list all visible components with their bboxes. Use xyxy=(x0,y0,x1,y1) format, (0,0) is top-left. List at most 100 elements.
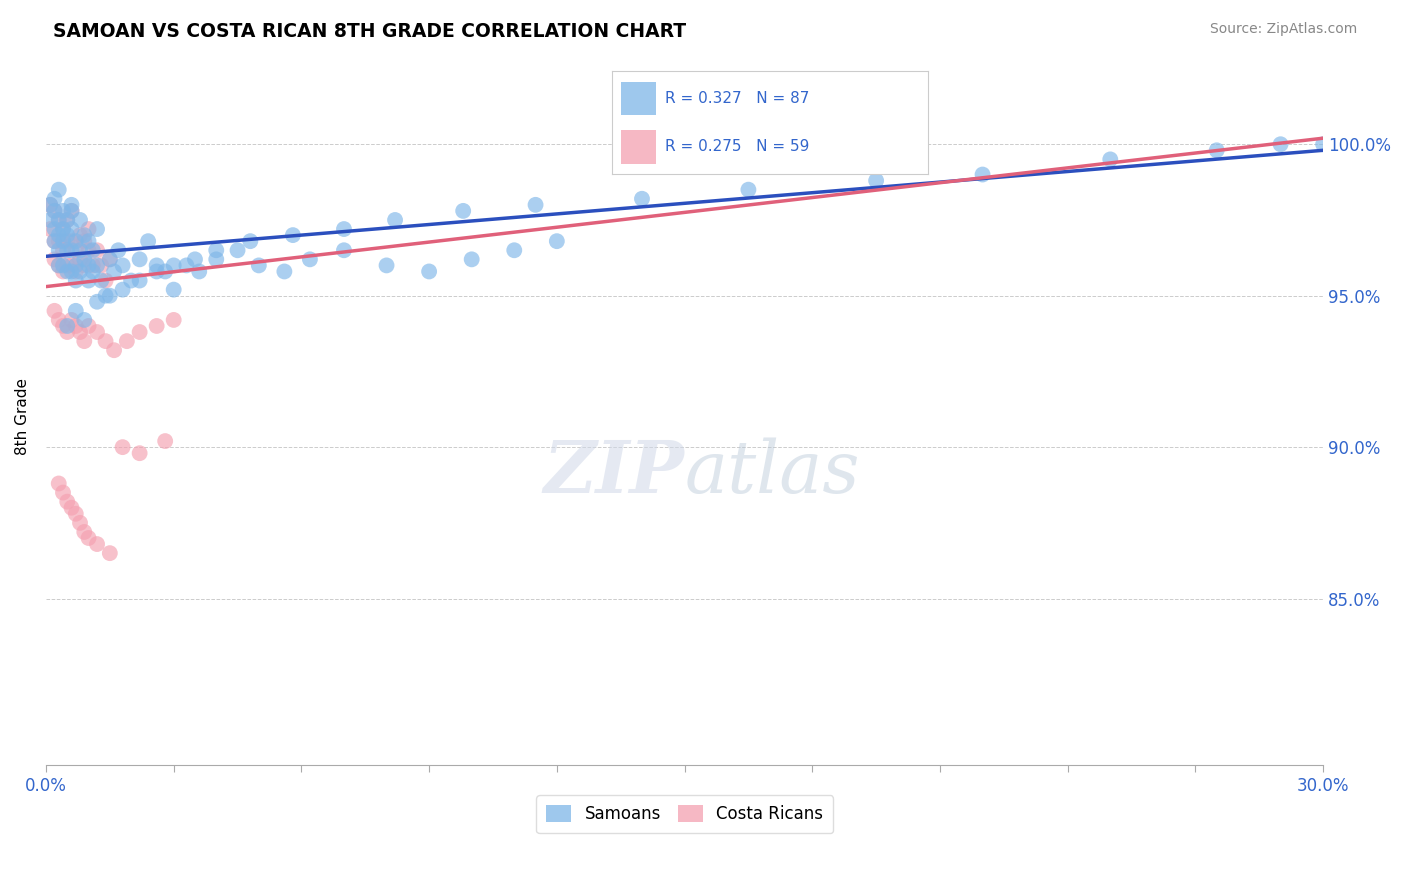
Point xyxy=(44,203,66,218)
Text: atlas: atlas xyxy=(685,437,860,508)
Point xyxy=(73,313,96,327)
Point xyxy=(77,274,100,288)
Point xyxy=(52,318,75,333)
Point xyxy=(65,507,87,521)
Point xyxy=(281,228,304,243)
Point xyxy=(86,325,108,339)
Point xyxy=(44,192,66,206)
Point xyxy=(128,325,150,339)
Point xyxy=(77,259,100,273)
Point xyxy=(103,264,125,278)
Point xyxy=(145,318,167,333)
Point xyxy=(48,183,70,197)
Point xyxy=(503,244,526,258)
Text: R = 0.275   N = 59: R = 0.275 N = 59 xyxy=(665,139,810,154)
Point xyxy=(205,252,228,267)
Point xyxy=(39,198,62,212)
Point xyxy=(120,274,142,288)
Point xyxy=(77,531,100,545)
Point xyxy=(111,283,134,297)
Point xyxy=(86,259,108,273)
Point xyxy=(52,244,75,258)
Point xyxy=(98,252,121,267)
Point xyxy=(176,259,198,273)
Point xyxy=(56,259,79,273)
Point xyxy=(44,203,66,218)
Point xyxy=(1205,143,1227,157)
Point xyxy=(1312,137,1334,152)
Point xyxy=(73,228,96,243)
Point xyxy=(56,264,79,278)
Point xyxy=(94,274,117,288)
Point xyxy=(73,234,96,248)
Point xyxy=(111,440,134,454)
Point xyxy=(145,259,167,273)
Point xyxy=(69,325,91,339)
Point xyxy=(273,264,295,278)
Point xyxy=(77,222,100,236)
Point xyxy=(56,213,79,227)
Point xyxy=(86,294,108,309)
Point xyxy=(128,274,150,288)
Point xyxy=(73,259,96,273)
Point xyxy=(418,264,440,278)
Point xyxy=(65,244,87,258)
Point xyxy=(60,264,83,278)
Point xyxy=(52,222,75,236)
Point xyxy=(77,234,100,248)
Point xyxy=(48,476,70,491)
Point xyxy=(737,183,759,197)
Point xyxy=(115,334,138,348)
Point xyxy=(48,259,70,273)
Point xyxy=(333,244,356,258)
Point xyxy=(48,213,70,227)
Point xyxy=(103,343,125,358)
Point xyxy=(44,252,66,267)
Y-axis label: 8th Grade: 8th Grade xyxy=(15,378,30,455)
Point xyxy=(77,244,100,258)
Point xyxy=(77,318,100,333)
Point xyxy=(39,198,62,212)
Point xyxy=(48,259,70,273)
Point xyxy=(153,264,176,278)
Text: SAMOAN VS COSTA RICAN 8TH GRADE CORRELATION CHART: SAMOAN VS COSTA RICAN 8TH GRADE CORRELAT… xyxy=(53,22,686,41)
Point xyxy=(86,222,108,236)
Point xyxy=(56,325,79,339)
Point xyxy=(65,318,87,333)
Point xyxy=(90,259,112,273)
Text: ZIP: ZIP xyxy=(544,437,685,508)
Point xyxy=(39,213,62,227)
Point xyxy=(86,244,108,258)
Point xyxy=(52,264,75,278)
Point xyxy=(52,259,75,273)
Point xyxy=(163,283,186,297)
Point xyxy=(44,222,66,236)
Point xyxy=(98,546,121,560)
Point xyxy=(136,234,159,248)
Point xyxy=(98,252,121,267)
Point xyxy=(44,234,66,248)
Text: R = 0.327   N = 87: R = 0.327 N = 87 xyxy=(665,91,810,106)
Point xyxy=(98,288,121,302)
Bar xyxy=(621,130,655,163)
Point xyxy=(56,228,79,243)
Point xyxy=(65,303,87,318)
Point xyxy=(60,259,83,273)
Point xyxy=(82,244,104,258)
Point xyxy=(153,434,176,448)
Point xyxy=(56,318,79,333)
Point xyxy=(128,252,150,267)
Point xyxy=(69,213,91,227)
Point xyxy=(65,234,87,248)
Point xyxy=(972,168,994,182)
Point xyxy=(333,222,356,236)
Point xyxy=(60,244,83,258)
Point xyxy=(52,222,75,236)
Point xyxy=(546,234,568,248)
Point xyxy=(184,252,207,267)
Point xyxy=(73,252,96,267)
Bar xyxy=(621,81,655,115)
Point xyxy=(90,274,112,288)
Point xyxy=(60,203,83,218)
Point xyxy=(69,252,91,267)
